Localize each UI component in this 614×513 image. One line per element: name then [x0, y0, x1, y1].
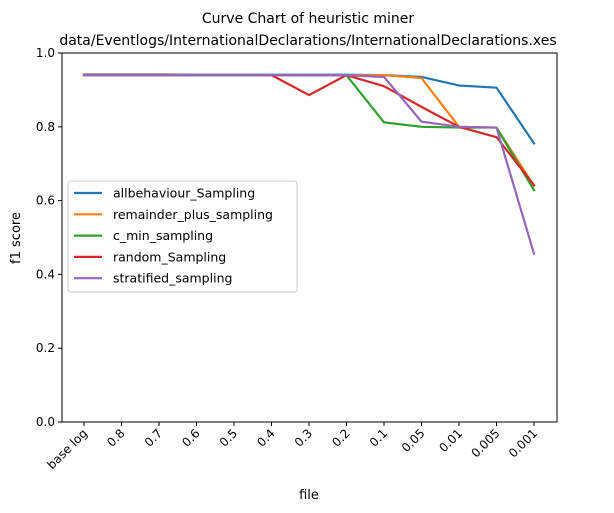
legend: allbehaviour_Sampling remainder_plus_samp…	[67, 180, 298, 293]
y-tick-label: 0.4	[36, 267, 55, 281]
y-axis-label: f1 score	[9, 212, 24, 264]
legend-box	[67, 180, 298, 293]
y-tick-label: 0.8	[36, 120, 55, 134]
legend-entry-random_Sampling: random_Sampling	[113, 249, 226, 264]
y-tick-label: 0.0	[36, 415, 55, 429]
series-lines	[82, 73, 536, 256]
series-line-stratified_sampling	[82, 74, 536, 256]
legend-entry-allbehaviour_Sampling: allbehaviour_Sampling	[113, 186, 255, 201]
y-axis-ticks: 0.0 0.2 0.4 0.6 0.8 1.0	[36, 46, 62, 429]
legend-entry-stratified_sampling: stratified_sampling	[113, 271, 232, 286]
y-tick-label: 0.6	[36, 194, 55, 208]
chart-subtitle: data/Eventlogs/InternationalDeclarations…	[59, 33, 556, 49]
legend-entry-remainder_plus_sampling: remainder_plus_sampling	[113, 207, 273, 222]
chart-title: Curve Chart of heuristic miner	[202, 11, 414, 27]
x-axis-label: file	[299, 488, 319, 503]
y-tick-label: 1.0	[36, 46, 55, 60]
legend-entry-c_min_sampling: c_min_sampling	[113, 228, 213, 243]
y-tick-label: 0.2	[36, 341, 55, 355]
